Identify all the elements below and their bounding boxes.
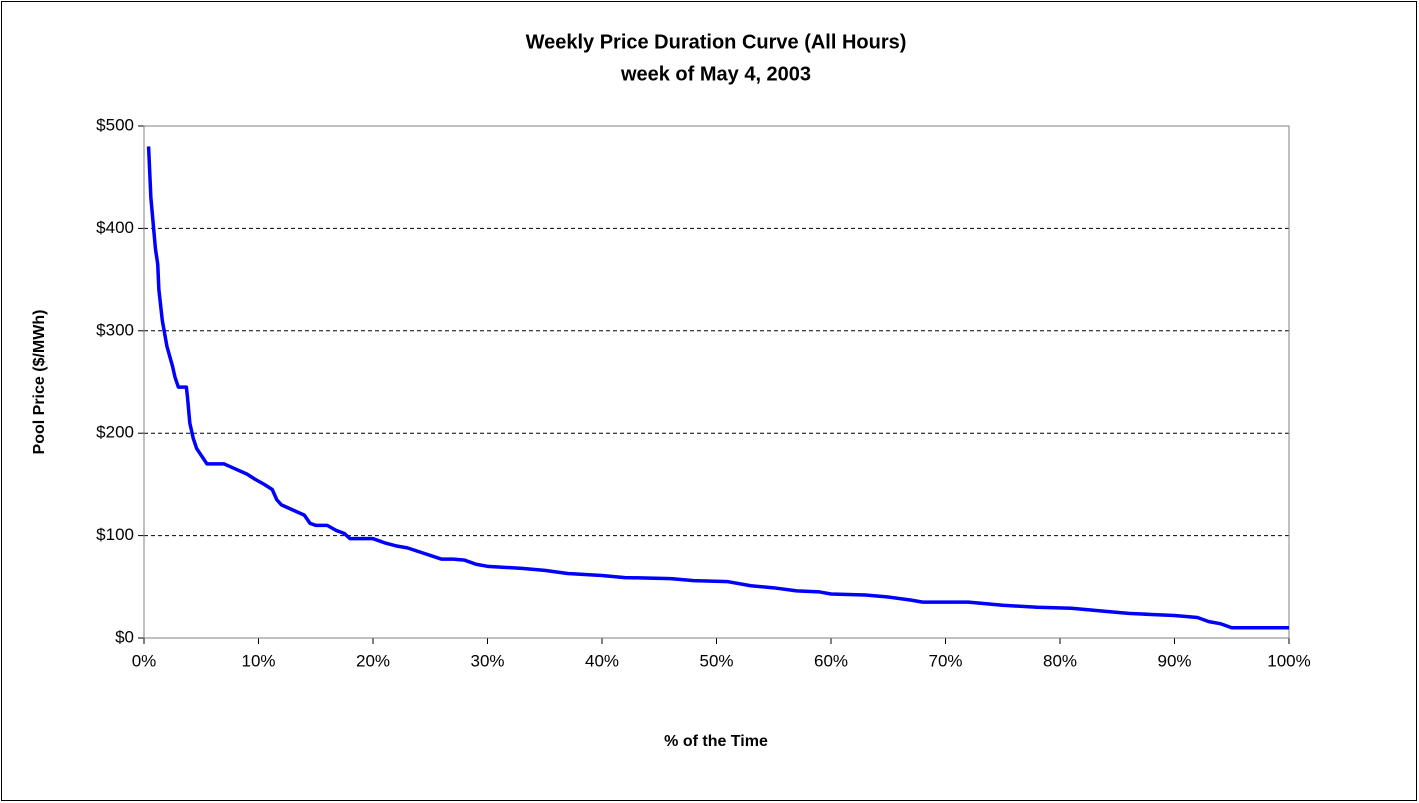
y-tick-label: $400 bbox=[96, 218, 134, 237]
chart-subtitle: week of May 4, 2003 bbox=[620, 63, 811, 85]
x-tick-label: 50% bbox=[699, 651, 733, 670]
y-tick-label: $0 bbox=[115, 627, 134, 646]
x-tick-label: 90% bbox=[1157, 651, 1191, 670]
y-tick-label: $200 bbox=[96, 423, 134, 442]
x-tick-label: 20% bbox=[356, 651, 390, 670]
x-axis-title: % of the Time bbox=[664, 733, 768, 750]
data-line bbox=[146, 146, 1289, 630]
y-tick-label: $500 bbox=[96, 115, 134, 134]
x-tick-label: 60% bbox=[814, 651, 848, 670]
x-tick-label: 70% bbox=[928, 651, 962, 670]
x-tick-label: 100% bbox=[1267, 651, 1310, 670]
x-tick-label: 80% bbox=[1043, 651, 1077, 670]
y-tick-label: $300 bbox=[96, 320, 134, 339]
chart-title: Weekly Price Duration Curve (All Hours) bbox=[526, 31, 907, 53]
plot-area bbox=[143, 125, 1290, 639]
x-tick-label: 40% bbox=[585, 651, 619, 670]
x-tick-label: 10% bbox=[241, 651, 275, 670]
y-tick-label: $100 bbox=[96, 525, 134, 544]
x-tick-label: 30% bbox=[470, 651, 504, 670]
x-tick-label: 0% bbox=[132, 651, 157, 670]
y-axis-title: Pool Price ($/MWh) bbox=[31, 310, 48, 455]
